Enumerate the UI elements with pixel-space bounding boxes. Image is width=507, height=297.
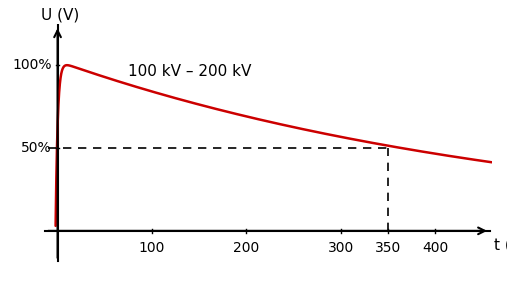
Text: 400: 400	[422, 241, 448, 255]
Text: 200: 200	[233, 241, 260, 255]
Text: 350: 350	[375, 241, 401, 255]
Text: t (μs): t (μs)	[494, 238, 507, 253]
Text: 100: 100	[139, 241, 165, 255]
Text: 50%: 50%	[21, 141, 52, 155]
Text: 100 kV – 200 kV: 100 kV – 200 kV	[128, 64, 252, 79]
Text: 100%: 100%	[12, 58, 52, 72]
Text: 300: 300	[328, 241, 354, 255]
Text: U (V): U (V)	[41, 7, 79, 22]
